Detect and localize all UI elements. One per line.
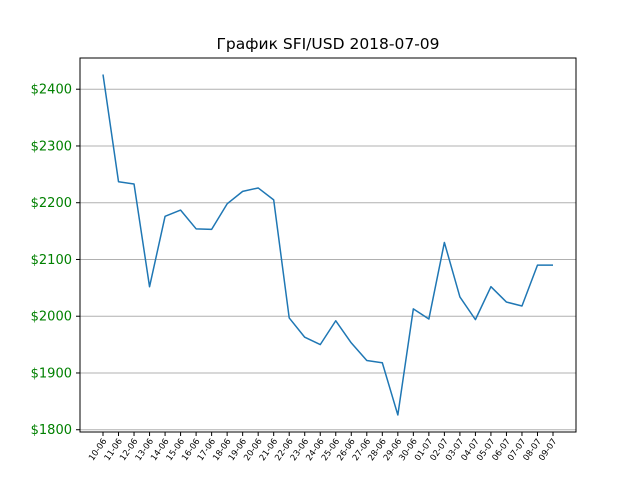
y-tick-label: $1900 [31,366,72,381]
series-line [102,74,553,416]
grid-lines [80,88,576,431]
y-tick-label: $2100 [31,253,72,268]
y-tick-label: $2000 [31,310,72,325]
y-tick-label: $2200 [31,196,72,211]
chart-title: График SFI/USD 2018-07-09 [216,35,439,53]
plot-frame [79,57,577,433]
y-tick-label: $1800 [31,423,72,438]
series-layer [102,74,553,416]
y-axis: $1800 $1900 $2000 $2100 $2200 $2300 $2400 [31,83,80,438]
y-tick-label: $2300 [31,139,72,154]
y-tick-label: $2400 [31,83,72,98]
x-axis: 10-0611-0612-0613-0614-0615-0616-0617-06… [87,432,559,463]
